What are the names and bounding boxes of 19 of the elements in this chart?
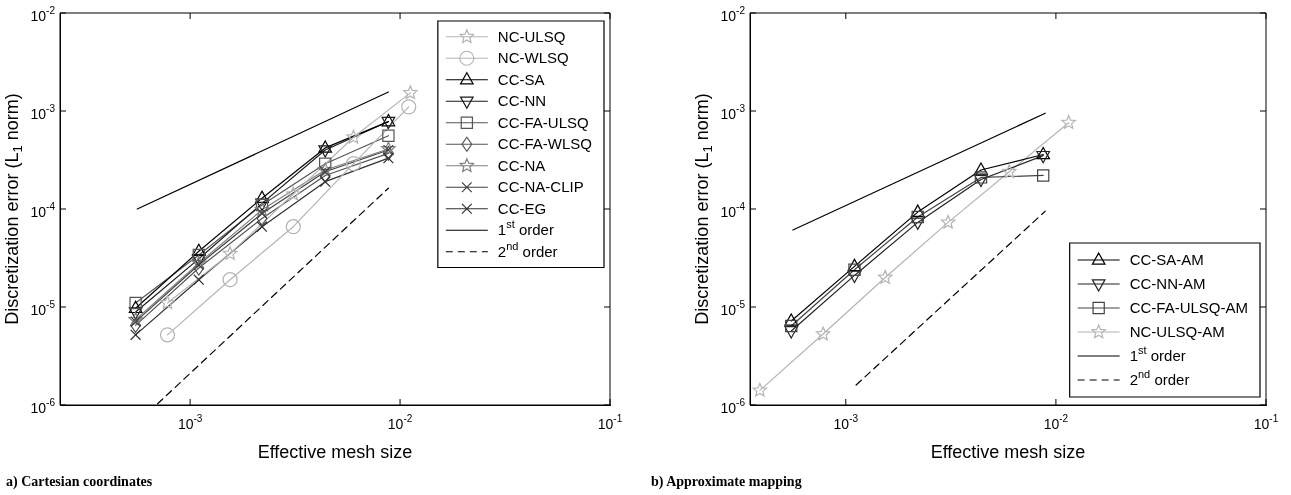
legend-label: NC-WLSQ <box>497 49 569 67</box>
legend-label: CC-SA <box>497 70 545 88</box>
text: b) Approximate mapping <box>651 474 802 490</box>
legend-label: CC-NN <box>497 92 547 110</box>
legend-label: CC-NN-AM <box>1129 275 1206 293</box>
y-axis-title: Discretization error (L1 norm) <box>691 93 715 325</box>
legend-label: CC-EG <box>497 199 547 217</box>
legend-label: CC-FA-ULSQ-AM <box>1129 299 1249 317</box>
legend-label: CC-NA <box>497 156 546 174</box>
x-axis-title: Effective mesh size <box>257 441 413 462</box>
x-axis-title: Effective mesh size <box>930 441 1086 462</box>
legend-label: CC-SA-AM <box>1129 251 1204 269</box>
legend-label: NC-ULSQ-AM <box>1129 323 1225 341</box>
legend-label: CC-NA-CLIP <box>497 178 584 196</box>
y-axis-title: Discretization error (L1 norm) <box>1 93 25 325</box>
legend-label: CC-FA-ULSQ <box>497 113 589 131</box>
legend-label: NC-ULSQ <box>497 27 566 45</box>
text: a) Cartesian coordinates <box>6 474 153 490</box>
legend-label: CC-FA-WLSQ <box>497 135 592 153</box>
